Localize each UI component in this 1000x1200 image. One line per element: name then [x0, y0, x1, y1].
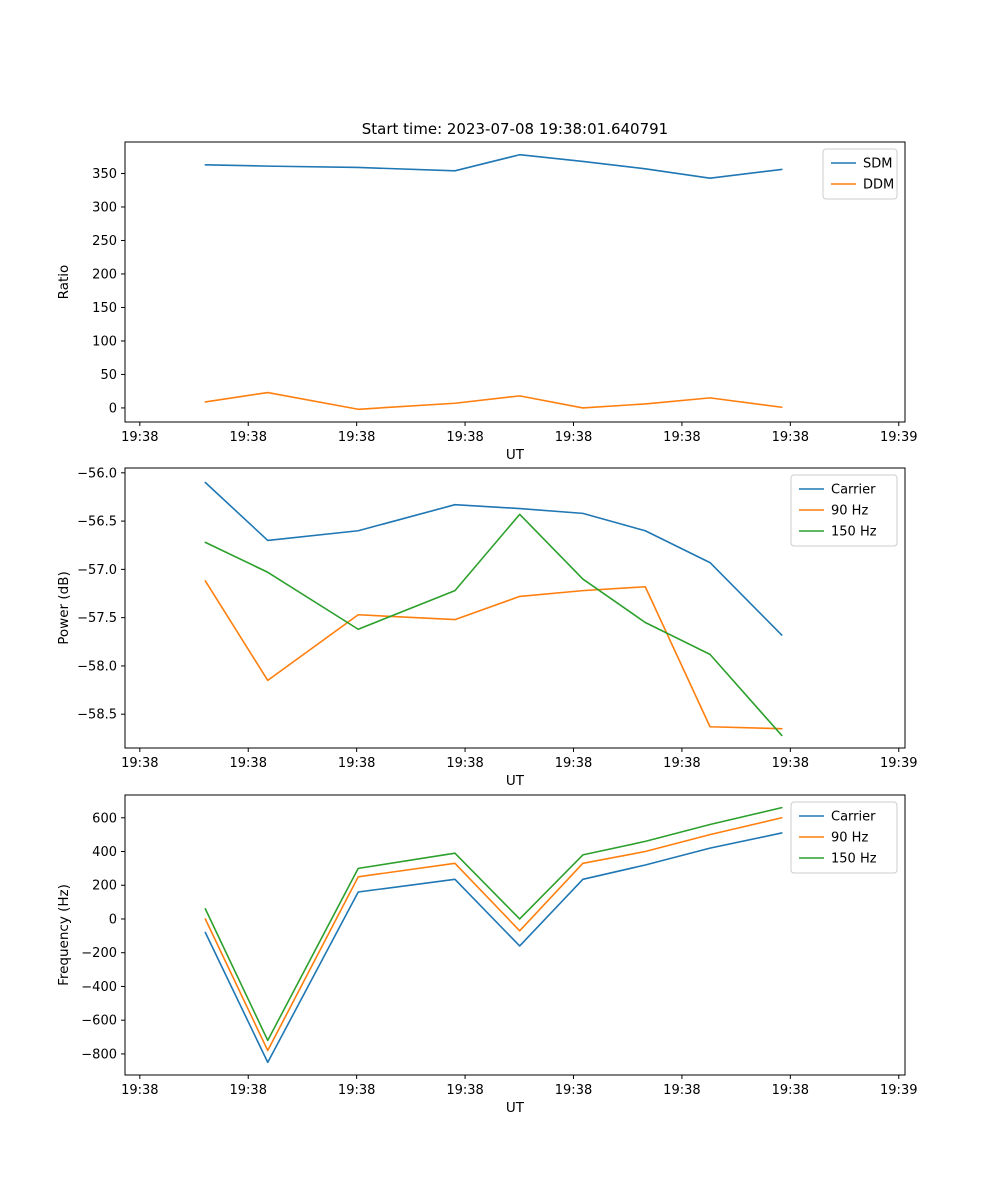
x-axis-label: UT	[506, 1100, 525, 1116]
series-line-150-hz	[204, 806, 783, 1042]
y-tick-label: −57.5	[77, 611, 117, 626]
x-axis-label: UT	[506, 773, 525, 789]
x-tick-label: 19:38	[338, 430, 375, 445]
y-tick-label: 350	[92, 167, 117, 182]
chart-1: −56.0 −56.5 −57.0 −57.5 −58.0 −58.5 19:38 19:38…	[56, 466, 917, 789]
series-line-150-hz	[204, 513, 783, 737]
legend-box	[790, 801, 898, 874]
x-tick-label: 19:39	[880, 1083, 917, 1098]
x-tick-label: 19:38	[663, 756, 700, 771]
y-axis-label: Ratio	[56, 265, 72, 300]
legend-label: Carrier	[831, 483, 876, 498]
x-tick-label: 19:38	[446, 430, 483, 445]
axes-frame	[124, 141, 906, 423]
x-tick-label: 19:38	[338, 756, 375, 771]
legend-box	[822, 148, 898, 200]
chart-2: 600 400 200 0 −200 −400 −600 −800 19:38 19:38 19:3…	[56, 794, 917, 1116]
y-tick-label: 250	[92, 234, 117, 249]
x-tick-label: 19:38	[121, 1083, 158, 1098]
y-tick-label: −400	[81, 980, 117, 995]
y-tick-label: −56.0	[77, 466, 117, 481]
x-tick-label: 19:38	[446, 756, 483, 771]
x-tick-label: 19:38	[230, 430, 267, 445]
x-tick-label: 19:39	[880, 430, 917, 445]
series-line-90-hz	[204, 816, 783, 1052]
x-tick-label: 19:38	[663, 1083, 700, 1098]
y-axis-label: Power (dB)	[56, 571, 72, 644]
x-tick-label: 19:38	[121, 756, 158, 771]
x-tick-label: 19:39	[880, 756, 917, 771]
y-tick-label: 200	[92, 879, 117, 894]
x-tick-label: 19:38	[555, 756, 592, 771]
x-tick-label: 19:38	[555, 430, 592, 445]
x-tick-label: 19:38	[663, 430, 700, 445]
legend-label: DDM	[863, 178, 894, 193]
y-tick-label: 100	[92, 334, 117, 349]
legend-label: Carrier	[831, 810, 876, 825]
y-tick-label: 50	[100, 368, 117, 383]
y-tick-label: −800	[81, 1047, 117, 1062]
x-tick-label: 19:38	[772, 1083, 809, 1098]
series-line-carrier	[204, 832, 783, 1064]
figure-title: Start time: 2023-07-08 19:38:01.640791	[361, 120, 669, 138]
x-tick-label: 19:38	[121, 430, 158, 445]
y-tick-label: −200	[81, 946, 117, 961]
y-tick-label: −56.5	[77, 515, 117, 530]
y-tick-label: 200	[92, 267, 117, 282]
legend-label: 150 Hz	[831, 852, 877, 867]
axes-frame	[124, 794, 906, 1076]
x-tick-label: 19:38	[338, 1083, 375, 1098]
y-tick-label: −57.0	[77, 563, 117, 578]
y-tick-label: 150	[92, 301, 117, 316]
y-tick-label: −600	[81, 1014, 117, 1029]
legend-label: 150 Hz	[831, 525, 877, 540]
x-axis-label: UT	[506, 447, 525, 463]
legend-label: 90 Hz	[831, 831, 868, 846]
y-tick-label: 300	[92, 200, 117, 215]
x-tick-label: 19:38	[772, 756, 809, 771]
chart-0: 0 50 100 150 200 250 300 350 19:38 19:38 19:38 19:3…	[56, 141, 917, 463]
y-tick-label: 400	[92, 845, 117, 860]
series-line-90-hz	[204, 580, 783, 730]
legend-label: 90 Hz	[831, 504, 868, 519]
y-tick-label: −58.0	[77, 659, 117, 674]
y-tick-label: −58.5	[77, 708, 117, 723]
series-line-ddm	[204, 391, 783, 411]
y-tick-label: 600	[92, 811, 117, 826]
y-tick-label: 0	[109, 912, 117, 927]
x-tick-label: 19:38	[555, 1083, 592, 1098]
y-axis-label: Frequency (Hz)	[56, 884, 72, 986]
legend-label: SDM	[863, 157, 892, 172]
series-line-sdm	[204, 153, 783, 179]
x-tick-label: 19:38	[230, 1083, 267, 1098]
x-tick-label: 19:38	[772, 430, 809, 445]
y-tick-label: 0	[109, 401, 117, 416]
legend-box	[790, 474, 898, 547]
x-tick-label: 19:38	[230, 756, 267, 771]
series-line-carrier	[204, 481, 783, 636]
x-tick-label: 19:38	[446, 1083, 483, 1098]
axes-frame	[124, 467, 906, 749]
